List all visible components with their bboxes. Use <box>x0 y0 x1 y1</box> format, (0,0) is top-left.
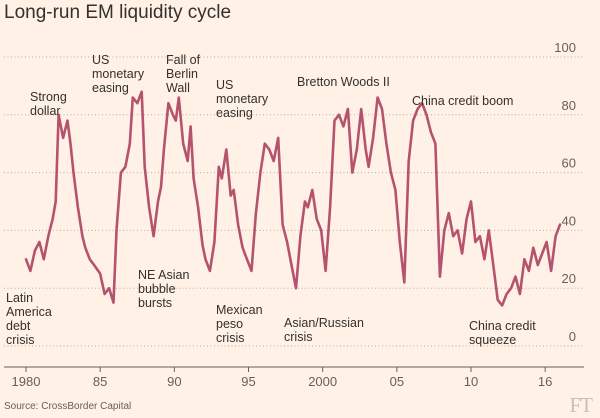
ft-logo: FT <box>569 393 592 417</box>
x-tick-label: 10 <box>464 374 478 389</box>
annotation-china-squeeze: China credit squeeze <box>469 319 536 347</box>
annotation-bretton: Bretton Woods II <box>297 75 390 89</box>
annotation-line: Mexican <box>216 303 263 317</box>
y-tick-label: 80 <box>562 98 576 113</box>
annotation-line: Berlin <box>166 67 198 81</box>
liquidity-chart: 0 20 40 60 80 100 1980 85 90 95 2000 05 10 16 Latin Ame… <box>4 40 584 389</box>
annotation-line: America <box>6 305 52 319</box>
y-tick-label: 100 <box>554 40 576 55</box>
annotation-line: Strong <box>30 90 67 104</box>
annotation-line: dollar <box>30 104 61 118</box>
annotation-line: monetary <box>216 92 269 106</box>
annotation-mexican: Mexican peso crisis <box>216 303 263 345</box>
x-tick-label: 1980 <box>12 374 41 389</box>
annotation-ne-asian: NE Asian bubble bursts <box>138 268 189 310</box>
x-tick-label: 95 <box>241 374 255 389</box>
annotation-line: China credit boom <box>412 94 513 108</box>
annotation-line: Fall of <box>166 53 201 67</box>
annotation-china-boom: China credit boom <box>412 94 513 108</box>
annotation-line: squeeze <box>469 333 516 347</box>
annotation-line: crisis <box>6 333 34 347</box>
y-tick-label: 20 <box>562 271 576 286</box>
annotation-line: crisis <box>216 331 244 345</box>
y-tick-label: 0 <box>569 329 576 344</box>
annotation-line: easing <box>216 106 253 120</box>
annotation-line: Wall <box>166 81 190 95</box>
series-line-0 <box>24 90 562 307</box>
x-tick-label: 05 <box>390 374 404 389</box>
annotation-line: Bretton Woods II <box>297 75 390 89</box>
y-tick-label: 40 <box>562 213 576 228</box>
source-note: Source: CrossBorder Capital <box>4 401 132 412</box>
annotation-us-easing-2: US monetary easing <box>216 78 269 120</box>
x-tick-label: 90 <box>167 374 181 389</box>
annotation-line: Latin <box>6 291 33 305</box>
annotation-line: easing <box>92 81 129 95</box>
annotation-line: monetary <box>92 67 145 81</box>
annotation-line: Asian/Russian <box>284 316 364 330</box>
x-tick-label: 85 <box>93 374 107 389</box>
annotation-line: debt <box>6 319 31 333</box>
annotation-latin: Latin America debt crisis <box>6 291 52 347</box>
annotation-line: bursts <box>138 296 172 310</box>
annotation-fall-berlin: Fall of Berlin Wall <box>166 53 201 95</box>
annotation-line: NE Asian <box>138 268 189 282</box>
annotation-asian-russian: Asian/Russian crisis <box>284 316 364 344</box>
annotation-line: crisis <box>284 330 312 344</box>
y-tick-label: 60 <box>562 156 576 171</box>
annotation-line: China credit <box>469 319 536 333</box>
annotation-us-easing-1: US monetary easing <box>92 53 145 95</box>
chart-title: Long-run EM liquidity cycle <box>4 2 232 23</box>
annotation-line: US <box>92 53 109 67</box>
annotation-line: US <box>216 78 233 92</box>
x-tick-label: 16 <box>538 374 552 389</box>
annotation-strong-dollar: Strong dollar <box>30 90 67 118</box>
x-tick-label: 2000 <box>308 374 337 389</box>
annotation-line: bubble <box>138 282 176 296</box>
annotation-line: peso <box>216 317 243 331</box>
